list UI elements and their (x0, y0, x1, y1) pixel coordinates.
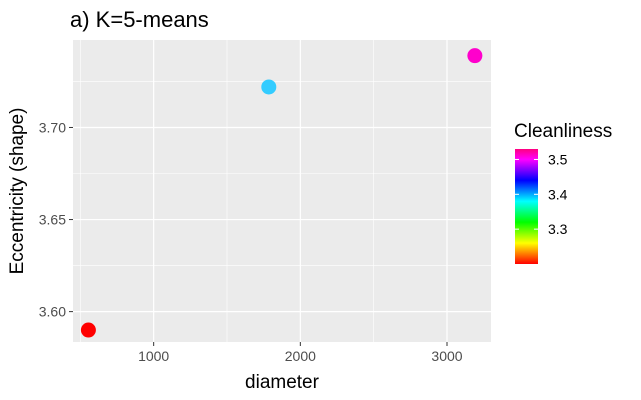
y-axis: 3.60 3.65 3.70 (39, 119, 73, 320)
colorbar-tick-label: 3.4 (548, 186, 568, 202)
x-axis: 1000 2000 3000 (138, 342, 463, 364)
data-points (80, 48, 483, 338)
major-gridlines (73, 40, 491, 342)
data-point (467, 48, 483, 64)
y-axis-title: Eccentricity (shape) (7, 108, 28, 275)
minor-gridlines (73, 40, 491, 342)
y-tick-label: 3.65 (39, 212, 66, 228)
x-tick-label: 2000 (285, 348, 316, 364)
y-tick-label: 3.60 (39, 304, 66, 320)
data-point (80, 322, 96, 338)
colorbar-tick-label: 3.5 (548, 151, 568, 167)
plot-panel (73, 40, 491, 342)
data-point (261, 79, 277, 95)
x-axis-title: diameter (245, 372, 320, 393)
colorbar-ticks: 3.3 3.4 3.5 (515, 151, 568, 237)
legend: Cleanliness 3.3 3.4 3.5 (514, 121, 612, 264)
y-tick-label: 3.70 (39, 119, 66, 135)
x-tick-label: 1000 (138, 348, 169, 364)
colorbar (515, 149, 538, 264)
colorbar-tick-label: 3.3 (548, 221, 568, 237)
legend-title: Cleanliness (514, 121, 612, 142)
x-tick-label: 3000 (431, 348, 462, 364)
chart-title: a) K=5-means (70, 7, 209, 32)
